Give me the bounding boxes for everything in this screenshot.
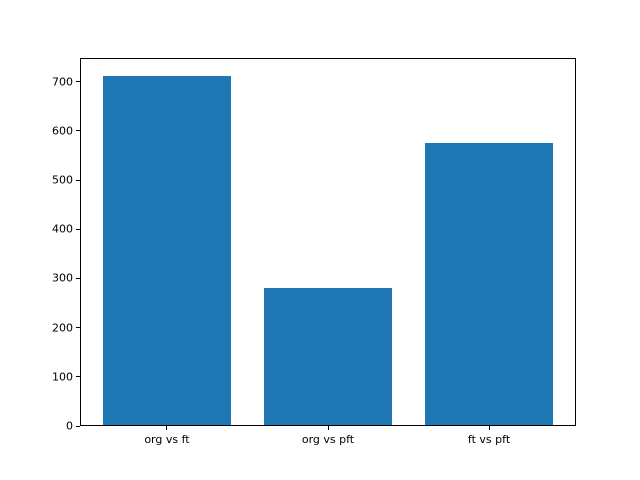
x-tick-label: org vs ft <box>144 433 190 446</box>
bar-org-vs-pft <box>263 287 393 426</box>
x-tick-label: ft vs pft <box>467 433 511 446</box>
y-tick-label: 0 <box>66 419 73 433</box>
y-tick-label: 400 <box>52 222 73 236</box>
y-tick-mark <box>76 81 80 83</box>
y-tick-mark <box>76 277 80 279</box>
bar-ft-vs-pft <box>424 143 554 426</box>
x-tick-label: org vs pft <box>301 433 355 446</box>
y-tick-label: 700 <box>52 75 73 89</box>
y-tick-mark <box>76 228 80 230</box>
y-tick-mark <box>76 179 80 181</box>
y-tick-mark <box>76 425 80 427</box>
y-tick-mark <box>76 327 80 329</box>
y-tick-label: 500 <box>52 173 73 187</box>
x-tick-mark <box>166 426 168 430</box>
y-tick-label: 600 <box>52 124 73 138</box>
y-tick-mark <box>76 130 80 132</box>
x-tick-mark <box>327 426 329 430</box>
y-tick-label: 300 <box>52 271 73 285</box>
bar-org-vs-ft <box>102 75 232 426</box>
y-tick-label: 200 <box>52 321 73 335</box>
x-tick-mark <box>488 426 490 430</box>
y-tick-label: 100 <box>52 370 73 384</box>
y-tick-mark <box>76 376 80 378</box>
plot-area <box>80 58 576 426</box>
